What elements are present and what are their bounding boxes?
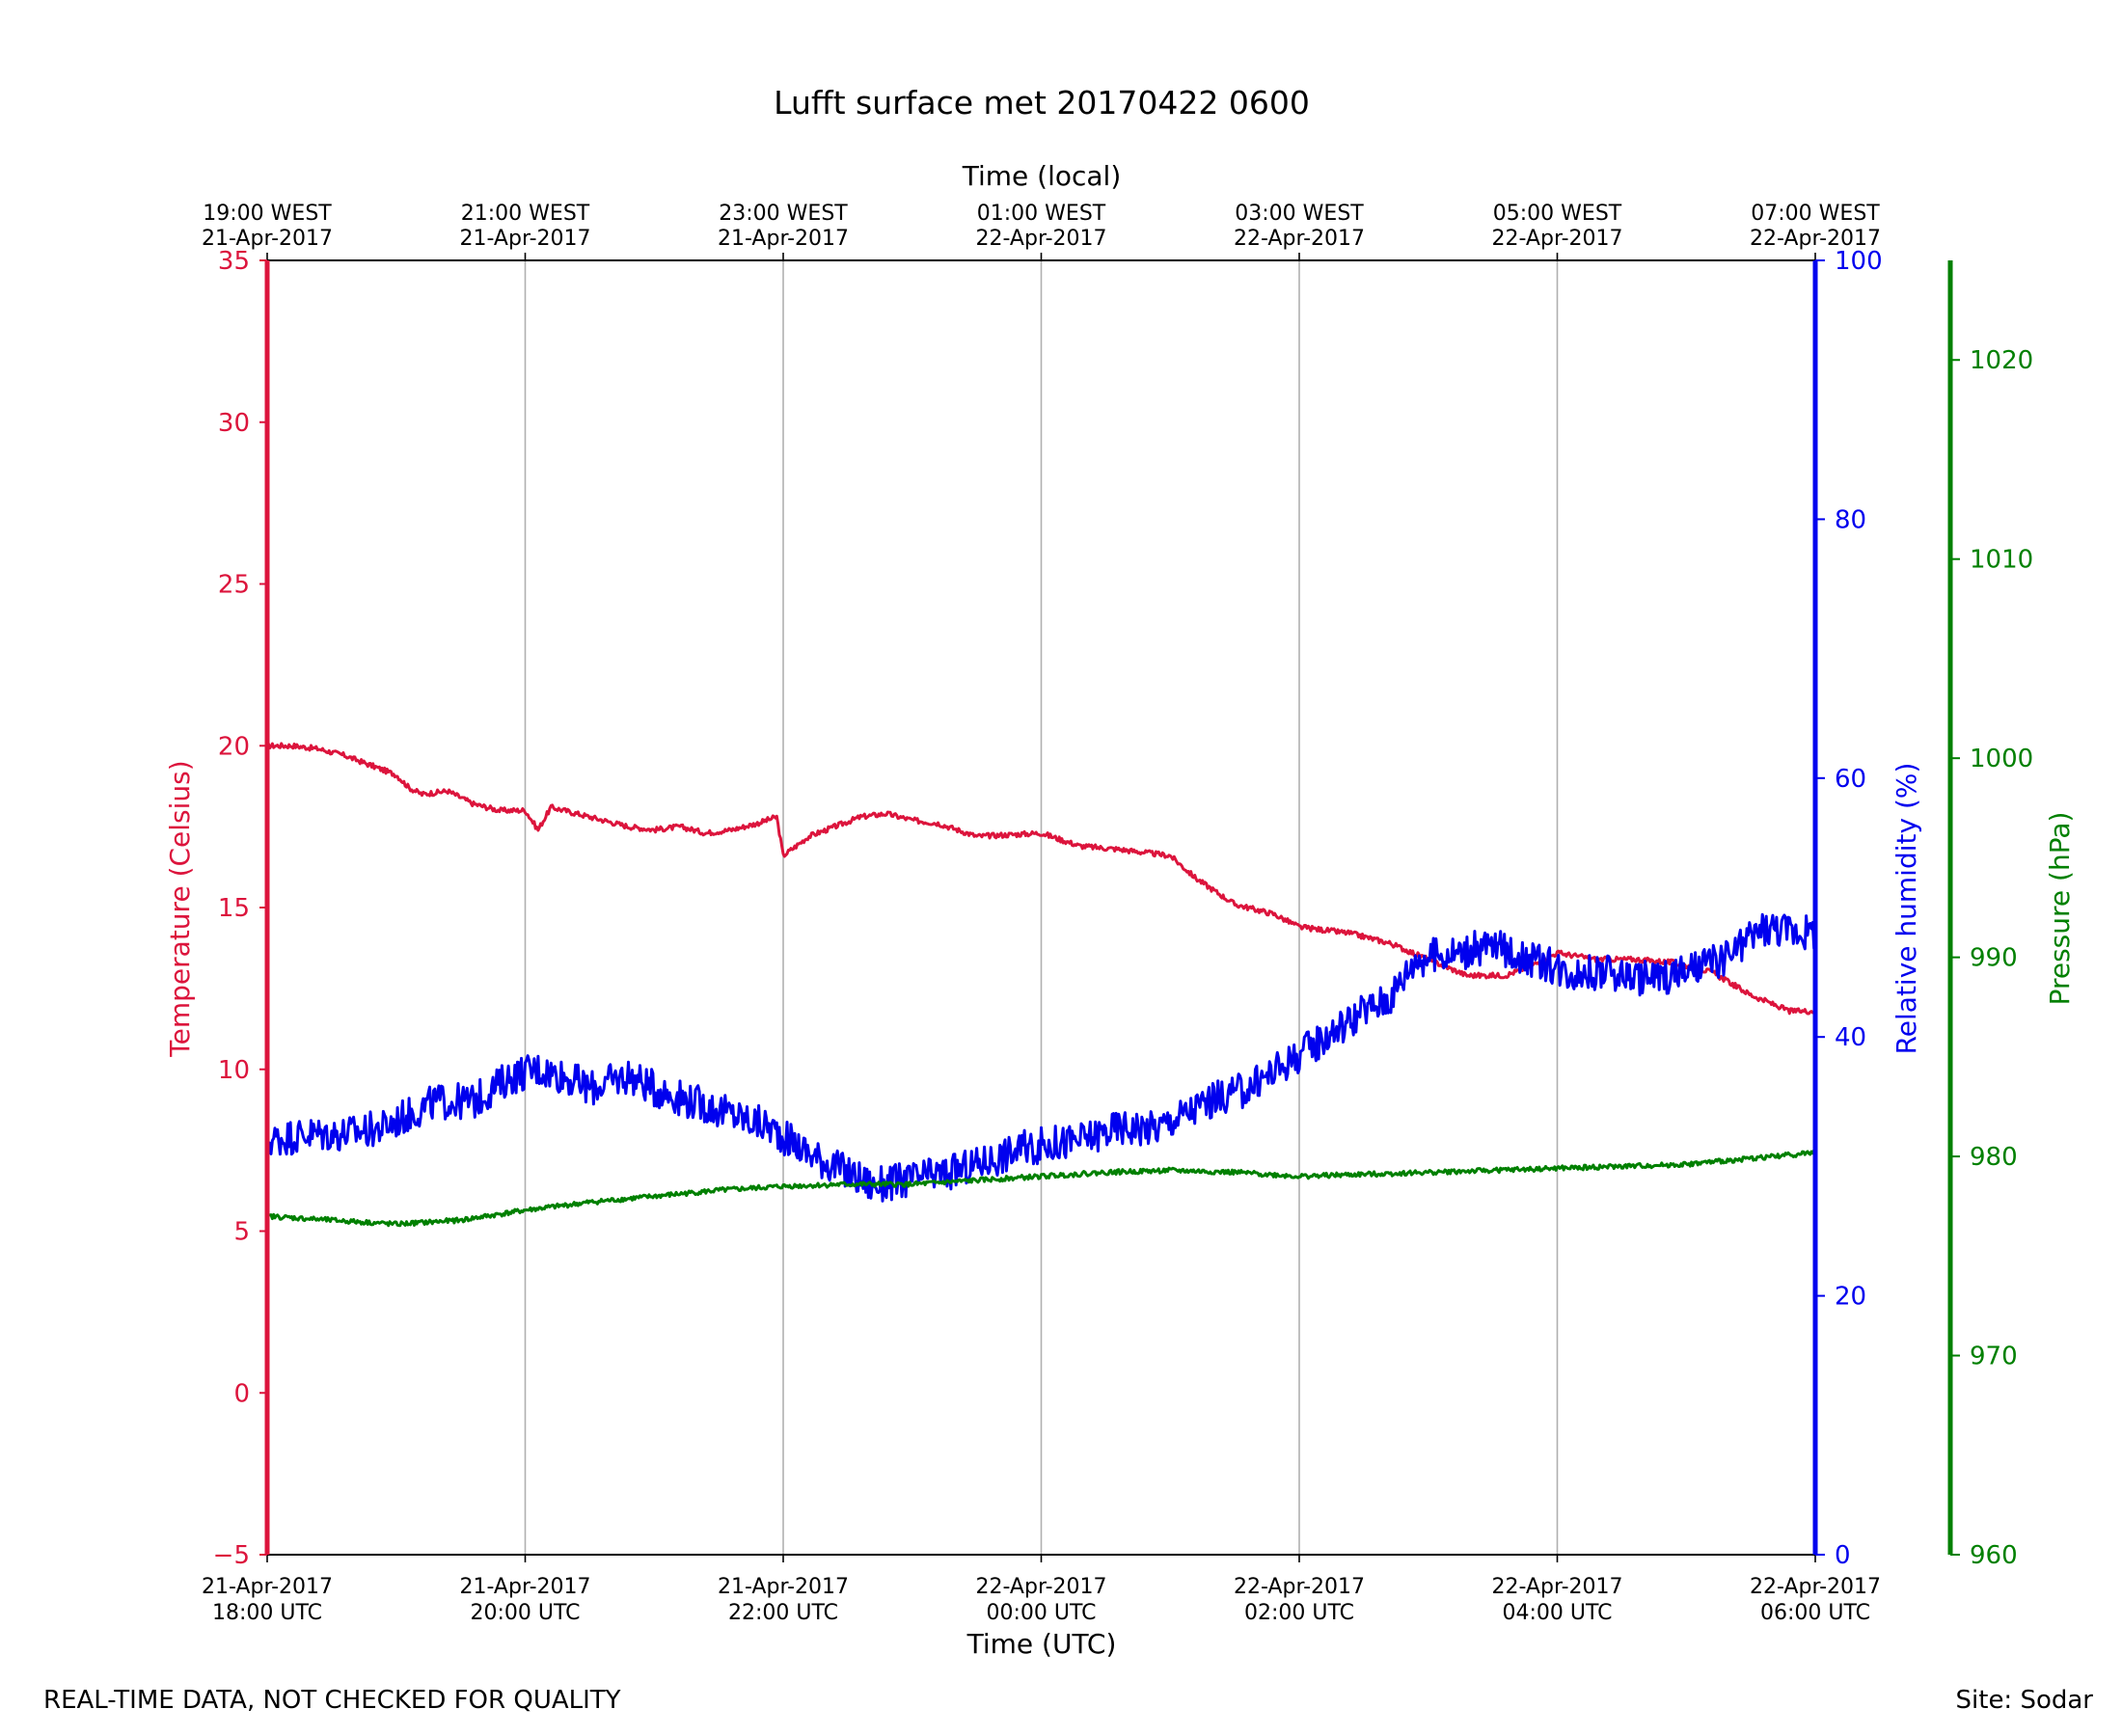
site-label: Site: Sodar xyxy=(1955,1686,2093,1715)
temperature-tick-label: 15 xyxy=(218,894,250,923)
temperature-tick-label: 30 xyxy=(218,409,250,438)
pressure-tick-label: 960 xyxy=(1970,1541,2018,1570)
x2-axis-label: Time (local) xyxy=(962,160,1122,192)
chart-title: Lufft surface met 20170422 0600 xyxy=(774,84,1310,122)
x-tick-label-date: 22-Apr-2017 xyxy=(1750,1575,1881,1599)
temperature-tick-label: −5 xyxy=(213,1541,250,1570)
x-tick-label-date: 22-Apr-2017 xyxy=(1491,1575,1622,1599)
pressure-tick-label: 1000 xyxy=(1970,745,2033,773)
x-axis-label: Time (UTC) xyxy=(966,1628,1117,1660)
x-tick-label-time: 18:00 UTC xyxy=(212,1601,322,1625)
pressure-tick-label: 990 xyxy=(1970,944,2018,973)
pressure-axis-label: Pressure (hPa) xyxy=(2044,812,2076,1006)
x2-tick-label-time: 19:00 WEST xyxy=(203,202,332,226)
x-tick-label-time: 06:00 UTC xyxy=(1760,1601,1870,1625)
x-tick-label-time: 22:00 UTC xyxy=(728,1601,838,1625)
x-tick-label-date: 21-Apr-2017 xyxy=(459,1575,590,1599)
x-tick-label-date: 22-Apr-2017 xyxy=(1234,1575,1365,1599)
x2-tick-label-time: 21:00 WEST xyxy=(461,202,590,226)
temperature-tick-label: 0 xyxy=(233,1379,250,1408)
x2-tick-label-date: 21-Apr-2017 xyxy=(202,227,333,251)
temperature-tick-label: 10 xyxy=(218,1056,250,1085)
x-tick-label-time: 20:00 UTC xyxy=(470,1601,580,1625)
humidity-tick-label: 100 xyxy=(1835,247,1883,276)
x2-tick-label-date: 22-Apr-2017 xyxy=(1491,227,1622,251)
x-tick-label-time: 00:00 UTC xyxy=(986,1601,1096,1625)
x2-tick-label-time: 01:00 WEST xyxy=(977,202,1106,226)
humidity-tick-label: 40 xyxy=(1835,1023,1866,1052)
x-tick-label-time: 04:00 UTC xyxy=(1502,1601,1612,1625)
quality-disclaimer: REAL-TIME DATA, NOT CHECKED FOR QUALITY xyxy=(43,1686,621,1715)
x2-tick-label-date: 22-Apr-2017 xyxy=(1234,227,1365,251)
temperature-tick-label: 35 xyxy=(218,247,250,276)
temperature-axis-label: Temperature (Celsius) xyxy=(164,760,196,1057)
pressure-tick-label: 1020 xyxy=(1970,346,2033,375)
x2-tick-label-time: 23:00 WEST xyxy=(719,202,848,226)
x2-tick-label-date: 22-Apr-2017 xyxy=(1750,227,1881,251)
x2-tick-label-time: 07:00 WEST xyxy=(1751,202,1880,226)
pressure-tick-label: 1010 xyxy=(1970,546,2033,575)
pressure-tick-label: 980 xyxy=(1970,1143,2018,1172)
x-tick-label-time: 02:00 UTC xyxy=(1244,1601,1354,1625)
x-tick-label-date: 21-Apr-2017 xyxy=(202,1575,333,1599)
x2-tick-label-date: 22-Apr-2017 xyxy=(975,227,1106,251)
x2-tick-label-time: 05:00 WEST xyxy=(1493,202,1622,226)
x2-tick-label-time: 03:00 WEST xyxy=(1235,202,1364,226)
humidity-tick-label: 20 xyxy=(1835,1283,1866,1312)
humidity-tick-label: 60 xyxy=(1835,765,1866,794)
x2-tick-label-date: 21-Apr-2017 xyxy=(718,227,849,251)
humidity-series-line xyxy=(265,912,1817,1203)
series-layer xyxy=(265,742,1817,1228)
temperature-tick-label: 5 xyxy=(233,1218,250,1247)
humidity-tick-label: 80 xyxy=(1835,505,1866,534)
x-tick-label-date: 21-Apr-2017 xyxy=(718,1575,849,1599)
pressure-series-line xyxy=(266,1149,1817,1228)
temperature-series-line xyxy=(266,742,1816,1016)
pressure-tick-label: 970 xyxy=(1970,1343,2018,1371)
grid-lines xyxy=(524,260,1559,1555)
temperature-tick-label: 20 xyxy=(218,732,250,761)
x2-tick-label-date: 21-Apr-2017 xyxy=(459,227,590,251)
humidity-tick-label: 0 xyxy=(1835,1541,1851,1570)
x-tick-label-date: 22-Apr-2017 xyxy=(975,1575,1106,1599)
temperature-tick-label: 25 xyxy=(218,571,250,600)
humidity-axis-label: Relative humidity (%) xyxy=(1891,763,1922,1055)
